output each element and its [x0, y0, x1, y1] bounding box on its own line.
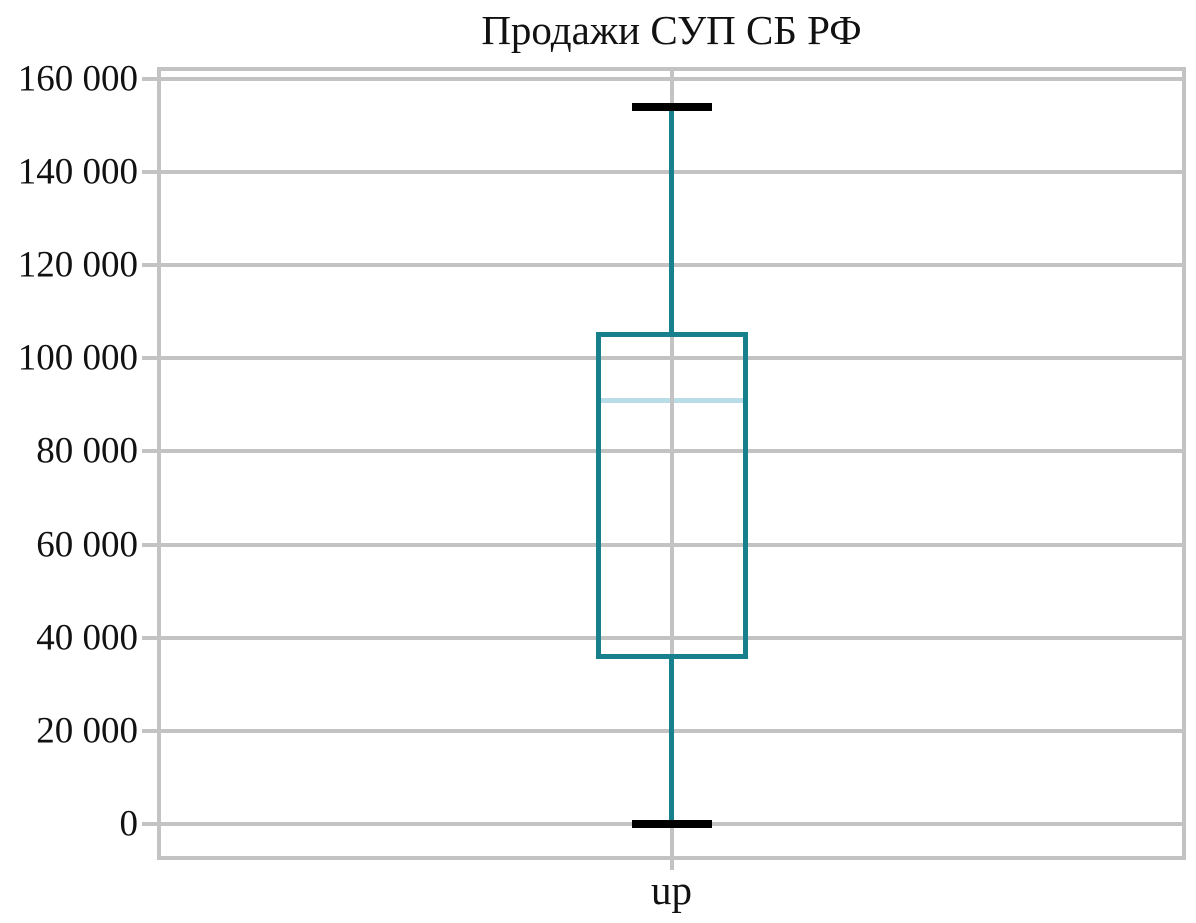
- plot-area: 0 20 000 40 000 60 000 80 000 100 000 120 000 1…: [18, 60, 1186, 870]
- upper-whisker-line: [669, 106, 674, 332]
- y-axis-tick: [142, 821, 157, 826]
- y-axis-tick-label: 120 000: [17, 244, 138, 286]
- y-axis-tick-label: 140 000: [17, 151, 138, 193]
- max-whisker-cap: [631, 102, 712, 111]
- y-axis-tick: [142, 635, 157, 640]
- y-axis-tick: [142, 170, 157, 175]
- y-axis-layer: 0 20 000 40 000 60 000 80 000 100 000 120 000 1…: [18, 60, 1182, 856]
- y-axis-tick: [142, 449, 157, 454]
- chart-title: Продажи СУП СБ РФ: [481, 7, 862, 53]
- lower-whisker-line: [669, 658, 674, 824]
- min-whisker-cap: [631, 819, 712, 828]
- x-category-label: up: [651, 867, 692, 913]
- y-axis-tick-label: 40 000: [36, 617, 138, 659]
- y-axis-tick-label: 20 000: [36, 710, 138, 752]
- y-axis-tick-label: 100 000: [17, 337, 138, 379]
- iqr-box: [595, 331, 748, 659]
- y-axis-tick-label: 0: [119, 803, 139, 845]
- y-axis-tick: [142, 542, 157, 547]
- y-axis-tick-label: 60 000: [36, 524, 138, 565]
- x-axis-tick: [669, 856, 674, 870]
- category-center-gridline: [669, 71, 674, 856]
- y-axis-tick: [142, 356, 157, 361]
- y-axis-tick: [142, 728, 157, 733]
- y-axis-tick-label: 160 000: [17, 58, 138, 100]
- y-axis-tick: [142, 76, 157, 81]
- y-axis-tick-label: 80 000: [36, 430, 138, 472]
- y-axis-tick: [142, 263, 157, 268]
